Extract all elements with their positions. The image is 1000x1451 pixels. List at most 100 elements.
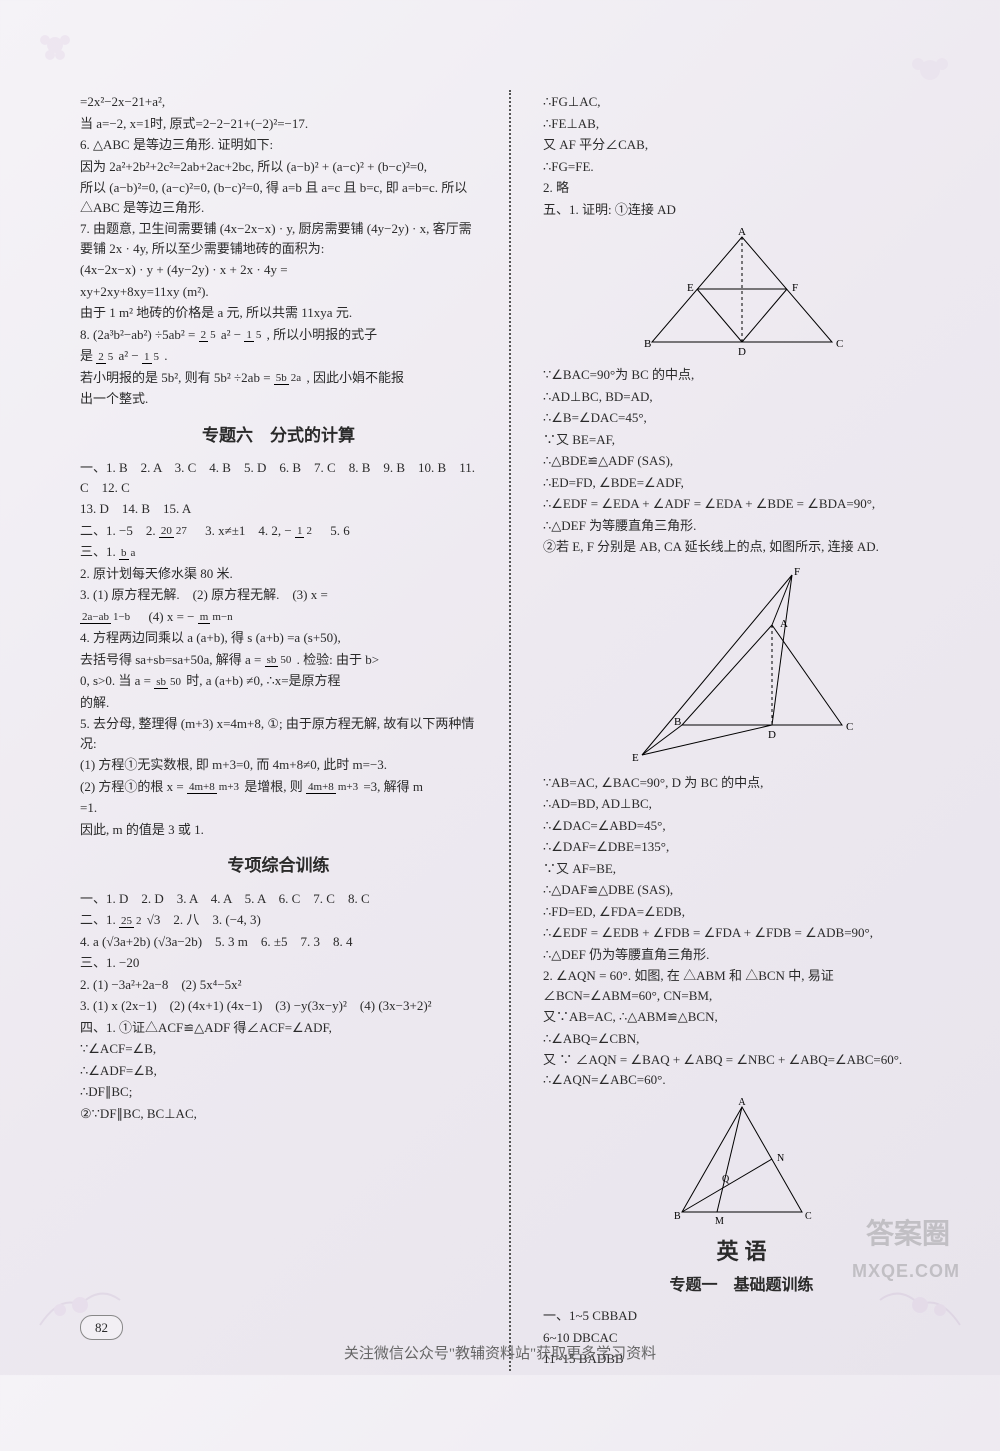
line: 5. 去分母, 整理得 (m+3) x=4m+8, ①; 由于原方程无解, 故有… — [80, 714, 477, 753]
line: ∴∠ABQ=∠CBN, — [543, 1029, 940, 1049]
line: 一、1. D 2. D 3. A 4. A 5. A 6. C 7. C 8. … — [80, 889, 477, 909]
footer-text: 关注微信公众号"教辅资料站"获取更多学习资料 — [0, 1343, 1000, 1366]
line: ∴AD=BD, AD⊥BC, — [543, 794, 940, 814]
line: 4. a (√3a+2b) (√3a−2b) 5. 3 m 6. ±5 7. 3… — [80, 932, 477, 952]
right-column: ∴FG⊥AC, ∴FE⊥AB, 又 AF 平分∠CAB, ∴FG=FE. 2. … — [533, 90, 940, 1371]
svg-text:A: A — [738, 1097, 746, 1108]
svg-text:F: F — [794, 566, 800, 578]
fraction: mm−n — [198, 611, 235, 623]
svg-text:N: N — [777, 1153, 784, 1164]
fraction: 2a−ab1−b — [80, 611, 132, 623]
line: 3. (1) x (2x−1) (2) (4x+1) (4x−1) (3) −y… — [80, 996, 477, 1016]
line: ②若 E, F 分别是 AB, CA 延长线上的点, 如图所示, 连接 AD. — [543, 537, 940, 557]
line: 一、1~5 CBBAD — [543, 1306, 940, 1326]
svg-text:C: C — [836, 338, 843, 350]
fraction: 25 — [96, 351, 115, 363]
line: 0, s>0. 当 a = sb50 时, a (a+b) ≠0, ∴x=是原方… — [80, 671, 477, 691]
line: ∵∠BAC=90°为 BC 的中点, — [543, 365, 940, 385]
fraction: 4m+8m+3 — [306, 781, 360, 793]
line: ∴FE⊥AB, — [543, 114, 940, 134]
svg-text:E: E — [687, 282, 694, 294]
fraction: 4m+8m+3 — [187, 781, 241, 793]
line: (4x−2x−x) · y + (4y−2y) · x + 2x · 4y = — [80, 260, 477, 280]
line: 若小明报的是 5b², 则有 5b² ÷2ab = 5b2a , 因此小娟不能报 — [80, 368, 477, 388]
line: ∴DF∥BC; — [80, 1082, 477, 1102]
fraction: 15 — [244, 329, 263, 341]
line: 二、1. −5 2. 2027 3. x≠±1 4. 2, − 12 5. 6 — [80, 521, 477, 541]
fraction: ba — [119, 547, 137, 559]
line: 所以 (a−b)²=0, (a−c)²=0, (b−c)²=0, 得 a=b 且… — [80, 178, 477, 217]
line: 因为 2a²+2b²+2c²=2ab+2ac+2bc, 所以 (a−b)² + … — [80, 157, 477, 177]
left-column: =2x²−2x−21+a², 当 a=−2, x=1时, 原式=2−2−21+(… — [80, 90, 487, 1371]
line: ∴∠EDF = ∠EDB + ∠FDB = ∠FDA + ∠FDB = ∠ADB… — [543, 923, 940, 943]
line: 四、1. ①证△ACF≌△ADF 得∠ACF=∠ADF, — [80, 1018, 477, 1038]
line: 8. (2a³b²−ab²) ÷5ab² = 25 a² − 15 , 所以小明… — [80, 325, 477, 345]
triangle-figure-2: A B C D E F — [622, 565, 862, 765]
line: 由于 1 m² 地砖的价格是 a 元, 所以共需 11xya 元. — [80, 303, 477, 323]
line: ∴△DEF 为等腰直角三角形. — [543, 516, 940, 536]
triangle-figure-3: A B C M N Q — [667, 1097, 817, 1227]
line: ∵∠ACF=∠B, — [80, 1039, 477, 1059]
line: ∴∠DAC=∠ABD=45°, — [543, 816, 940, 836]
svg-text:M: M — [715, 1216, 724, 1227]
watermark-text: 答案圈 — [866, 1213, 950, 1255]
line: ∴∠ADF=∠B, — [80, 1061, 477, 1081]
svg-text:E: E — [632, 752, 639, 764]
line: 7. 由题意, 卫生间需要铺 (4x−2x−x) · y, 厨房需要铺 (4y−… — [80, 219, 477, 258]
svg-text:D: D — [768, 729, 776, 741]
line: 三、1. ba — [80, 542, 477, 562]
line: 出一个整式. — [80, 389, 477, 409]
line: 4. 方程两边同乘以 a (a+b), 得 s (a+b) =a (s+50), — [80, 628, 477, 648]
section-title-6: 专题六 分式的计算 — [80, 423, 477, 449]
line: 是 25 a² − 15 . — [80, 346, 477, 366]
line: ∵AB=AC, ∠BAC=90°, D 为 BC 的中点, — [543, 773, 940, 793]
page-content: 八年级·参考答案 =2x²−2x−21+a², 当 a=−2, x=1时, 原式… — [0, 0, 1000, 1451]
svg-text:F: F — [792, 282, 798, 294]
page-number: 82 — [80, 1315, 123, 1341]
line: ∴FD=ED, ∠FDA=∠EDB, — [543, 902, 940, 922]
line: ∵又 BE=AF, — [543, 430, 940, 450]
line: 3. (1) 原方程无解. (2) 原方程无解. (3) x = — [80, 585, 477, 605]
line: ∴FG=FE. — [543, 157, 940, 177]
line: ∴∠DAF=∠DBE=135°, — [543, 837, 940, 857]
line: (2) 方程①的根 x = 4m+8m+3 是增根, 则 4m+8m+3 =3,… — [80, 777, 477, 797]
svg-text:C: C — [846, 721, 853, 733]
line: 二、1. 252 √3 2. 八 3. (−4, 3) — [80, 910, 477, 930]
fraction: 12 — [295, 525, 314, 537]
line: ∴△DAF≌△DBE (SAS), — [543, 880, 940, 900]
line: ∴∠B=∠DAC=45°, — [543, 408, 940, 428]
line: 2. 略 — [543, 178, 940, 198]
line: 当 a=−2, x=1时, 原式=2−2−21+(−2)²=−17. — [80, 114, 477, 134]
line: ∴AD⊥BC, BD=AD, — [543, 387, 940, 407]
column-divider — [509, 90, 511, 1371]
line: xy+2xy+8xy=11xy (m²). — [80, 282, 477, 302]
line: 又∵AB=AC, ∴△ABM≌△BCN, — [543, 1007, 940, 1027]
fraction: 25 — [199, 329, 218, 341]
line: ∴∠EDF = ∠EDA + ∠ADF = ∠EDA + ∠BDE = ∠BDA… — [543, 494, 940, 514]
svg-text:A: A — [738, 227, 746, 238]
line: ∴FG⊥AC, — [543, 92, 940, 112]
line: =1. — [80, 798, 477, 818]
svg-text:B: B — [674, 716, 681, 728]
line: ②∵DF∥BC, BC⊥AC, — [80, 1104, 477, 1124]
svg-text:D: D — [738, 346, 746, 357]
line: 13. D 14. B 15. A — [80, 499, 477, 519]
line: ∴△BDE≌△ADF (SAS), — [543, 451, 940, 471]
line: 2. 原计划每天修水渠 80 米. — [80, 564, 477, 584]
svg-text:B: B — [674, 1211, 681, 1222]
line: 6. △ABC 是等边三角形. 证明如下: — [80, 135, 477, 155]
svg-text:B: B — [644, 338, 651, 350]
line: 因此, m 的值是 3 或 1. — [80, 820, 477, 840]
fraction: 5b2a — [274, 372, 303, 384]
line: 2a−ab1−b (4) x = − mm−n — [80, 607, 477, 627]
fraction: 252 — [119, 915, 144, 927]
line: ∴△DEF 仍为等腰直角三角形. — [543, 945, 940, 965]
line: ∴ED=FD, ∠BDE=∠ADF, — [543, 473, 940, 493]
line: 又 AF 平分∠CAB, — [543, 135, 940, 155]
line: =2x²−2x−21+a², — [80, 92, 477, 112]
svg-text:Q: Q — [722, 1174, 730, 1185]
section-title-comprehensive: 专项综合训练 — [80, 853, 477, 879]
line: ∵又 AF=BE, — [543, 859, 940, 879]
triangle-figure-1: A B C D E F — [632, 227, 852, 357]
fraction: 15 — [142, 351, 161, 363]
